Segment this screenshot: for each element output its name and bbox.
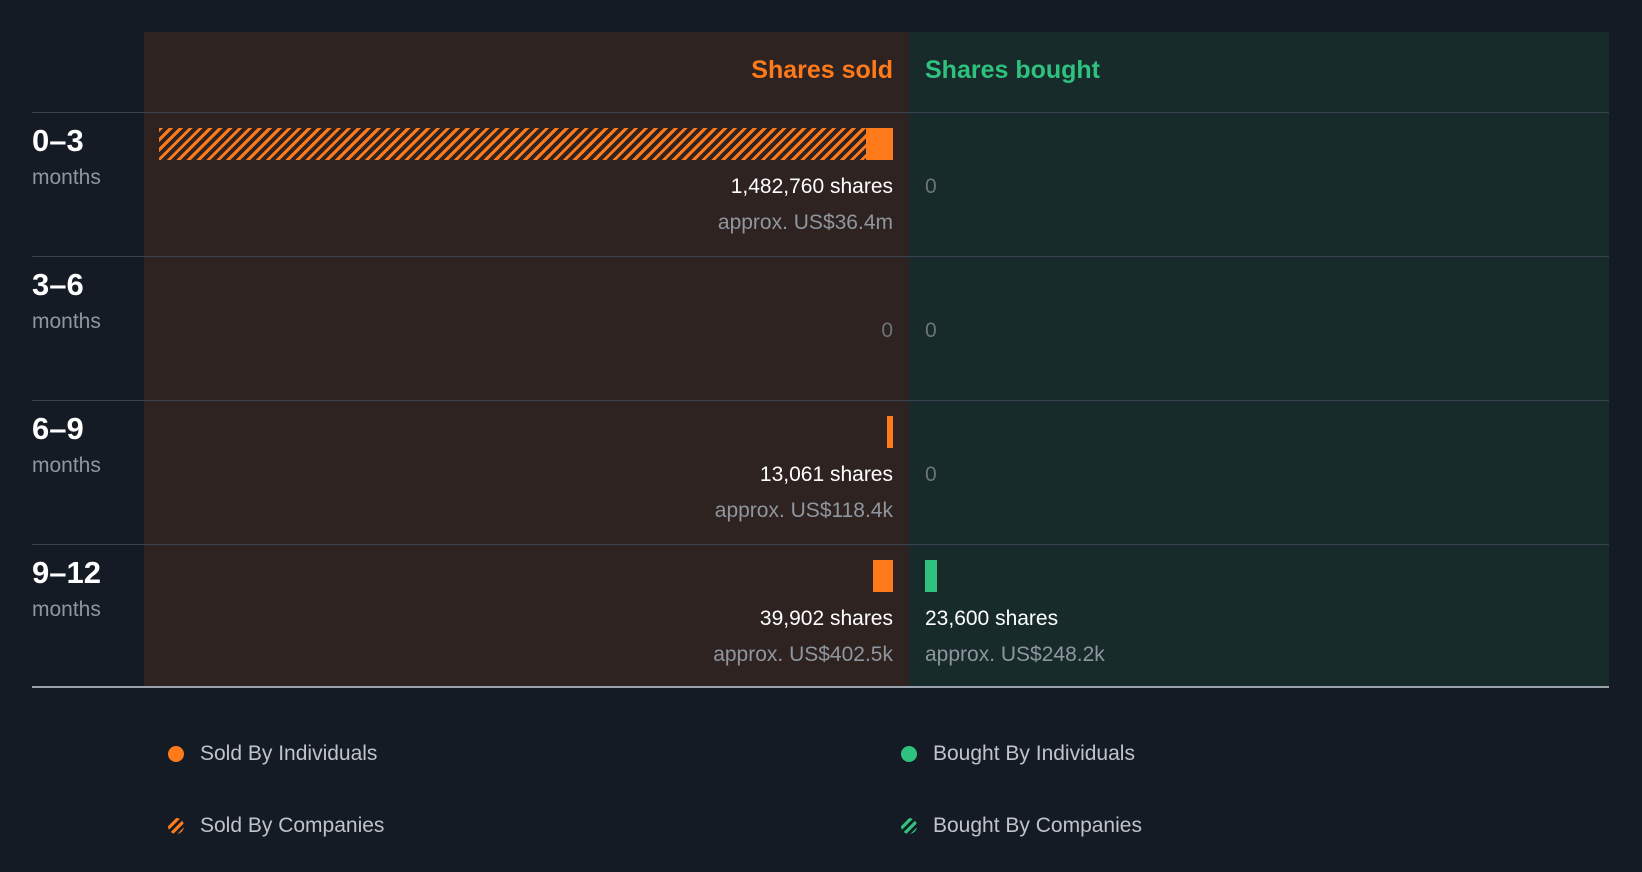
period-label: 9–12 months [32, 554, 101, 625]
sold-shares-label: 13,061 shares [759, 463, 893, 486]
sold-shares-label: 39,902 shares [759, 607, 893, 630]
bought-shares-label: 0 [925, 319, 937, 342]
period-label: 3–6 months [32, 266, 101, 337]
period-unit: months [32, 310, 101, 333]
bar-bought-individuals [925, 560, 937, 592]
bar-sold-individuals [873, 560, 893, 592]
period-range: 3–6 [32, 267, 84, 302]
bought-approx-value: approx. US$248.2k [925, 643, 1105, 666]
period-label: 0–3 months [32, 122, 101, 193]
sold-shares-label: 0 [881, 319, 893, 342]
period-range: 6–9 [32, 411, 84, 446]
shares-bought-header: Shares bought [925, 56, 1101, 84]
sold-approx-value: approx. US$118.4k [714, 499, 893, 522]
legend-dot-icon [901, 746, 917, 762]
bought-shares-label: 0 [925, 463, 937, 486]
row-divider [32, 400, 1609, 401]
axis-line [32, 686, 1609, 688]
legend-hatched-dot-icon [901, 818, 917, 834]
row-divider [32, 544, 1609, 545]
legend-label: Sold By Individuals [200, 742, 378, 765]
bar-sold-individuals [886, 416, 893, 448]
period-unit: months [32, 166, 101, 189]
bought-shares-label: 0 [925, 175, 937, 198]
shares-bought-column [909, 32, 1609, 687]
legend-label: Bought By Individuals [933, 742, 1135, 765]
sold-approx-value: approx. US$402.5k [713, 643, 893, 666]
period-label: 6–9 months [32, 410, 101, 481]
period-unit: months [32, 598, 101, 621]
bought-shares-label: 23,600 shares [925, 607, 1059, 630]
shares-sold-header: Shares sold [751, 56, 893, 84]
sold-approx-value: approx. US$36.4m [717, 211, 893, 234]
row-divider [32, 256, 1609, 257]
legend-hatched-dot-icon [168, 818, 184, 834]
period-range: 0–3 [32, 123, 84, 158]
period-unit: months [32, 454, 101, 477]
sold-shares-label: 1,482,760 shares [730, 175, 893, 198]
period-range: 9–12 [32, 555, 101, 590]
legend-label: Bought By Companies [933, 814, 1142, 837]
bar-sold-companies [159, 128, 866, 160]
header-divider [32, 112, 1609, 113]
legend-dot-icon [168, 746, 184, 762]
bar-sold-individuals [865, 128, 893, 160]
legend-label: Sold By Companies [200, 814, 385, 837]
